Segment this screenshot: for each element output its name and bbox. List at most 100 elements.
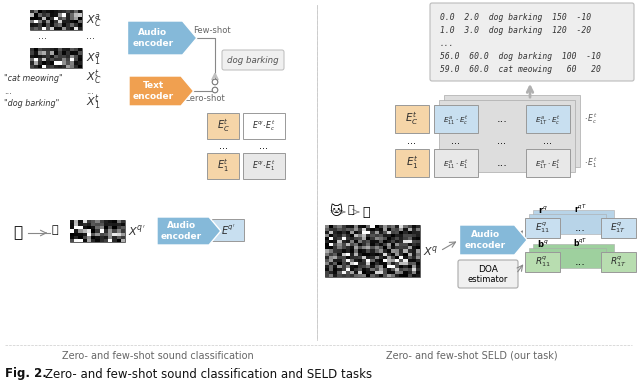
Text: Zero-shot: Zero-shot xyxy=(185,94,226,102)
FancyBboxPatch shape xyxy=(83,229,87,232)
FancyBboxPatch shape xyxy=(366,274,371,277)
FancyBboxPatch shape xyxy=(100,220,104,223)
FancyBboxPatch shape xyxy=(391,234,395,237)
FancyBboxPatch shape xyxy=(341,249,346,252)
FancyBboxPatch shape xyxy=(350,237,354,240)
FancyBboxPatch shape xyxy=(346,262,350,265)
FancyBboxPatch shape xyxy=(379,271,383,274)
FancyBboxPatch shape xyxy=(30,20,34,24)
Text: ...: ... xyxy=(575,257,586,267)
FancyBboxPatch shape xyxy=(412,271,416,274)
Text: ...: ... xyxy=(86,31,95,41)
FancyBboxPatch shape xyxy=(366,231,371,234)
FancyBboxPatch shape xyxy=(354,225,358,228)
FancyBboxPatch shape xyxy=(34,65,38,68)
Text: $\mathbf{b}^q$: $\mathbf{b}^q$ xyxy=(537,238,548,249)
FancyBboxPatch shape xyxy=(117,236,121,239)
FancyBboxPatch shape xyxy=(379,247,383,249)
FancyBboxPatch shape xyxy=(66,10,70,13)
FancyBboxPatch shape xyxy=(412,231,416,234)
FancyBboxPatch shape xyxy=(30,13,34,17)
FancyBboxPatch shape xyxy=(412,256,416,259)
FancyBboxPatch shape xyxy=(66,61,70,65)
Text: $E^{q\prime}\!\cdot\!E_1^t$: $E^{q\prime}\!\cdot\!E_1^t$ xyxy=(253,158,276,173)
FancyBboxPatch shape xyxy=(74,61,78,65)
FancyBboxPatch shape xyxy=(50,27,54,30)
FancyBboxPatch shape xyxy=(78,54,82,58)
Text: 🎤: 🎤 xyxy=(348,205,355,215)
FancyBboxPatch shape xyxy=(70,51,74,54)
FancyBboxPatch shape xyxy=(87,220,91,223)
FancyBboxPatch shape xyxy=(338,247,341,249)
FancyBboxPatch shape xyxy=(78,239,83,242)
FancyBboxPatch shape xyxy=(399,274,403,277)
FancyBboxPatch shape xyxy=(338,265,341,268)
FancyBboxPatch shape xyxy=(325,252,329,256)
FancyBboxPatch shape xyxy=(83,223,87,226)
FancyBboxPatch shape xyxy=(78,232,83,236)
FancyBboxPatch shape xyxy=(78,51,82,54)
FancyBboxPatch shape xyxy=(416,249,420,252)
FancyBboxPatch shape xyxy=(34,13,38,17)
FancyBboxPatch shape xyxy=(50,24,54,27)
FancyBboxPatch shape xyxy=(366,268,371,271)
FancyBboxPatch shape xyxy=(434,149,478,177)
FancyBboxPatch shape xyxy=(387,256,391,259)
FancyBboxPatch shape xyxy=(391,247,395,249)
FancyBboxPatch shape xyxy=(42,27,46,30)
FancyBboxPatch shape xyxy=(333,259,338,262)
FancyBboxPatch shape xyxy=(408,256,412,259)
FancyBboxPatch shape xyxy=(78,20,82,24)
FancyBboxPatch shape xyxy=(391,240,395,243)
FancyBboxPatch shape xyxy=(362,228,366,231)
FancyBboxPatch shape xyxy=(408,271,412,274)
FancyBboxPatch shape xyxy=(333,237,338,240)
FancyBboxPatch shape xyxy=(112,220,117,223)
FancyBboxPatch shape xyxy=(354,237,358,240)
FancyBboxPatch shape xyxy=(91,229,96,232)
FancyBboxPatch shape xyxy=(333,228,338,231)
FancyBboxPatch shape xyxy=(329,249,333,252)
FancyBboxPatch shape xyxy=(350,247,354,249)
FancyBboxPatch shape xyxy=(371,268,375,271)
FancyBboxPatch shape xyxy=(354,262,358,265)
FancyBboxPatch shape xyxy=(58,17,62,20)
FancyBboxPatch shape xyxy=(325,271,329,274)
FancyBboxPatch shape xyxy=(362,247,366,249)
Text: dog barking: dog barking xyxy=(227,56,279,65)
FancyBboxPatch shape xyxy=(358,228,362,231)
FancyBboxPatch shape xyxy=(379,234,383,237)
FancyBboxPatch shape xyxy=(83,220,87,223)
FancyBboxPatch shape xyxy=(70,226,74,229)
FancyBboxPatch shape xyxy=(62,17,66,20)
FancyBboxPatch shape xyxy=(403,262,408,265)
FancyBboxPatch shape xyxy=(354,256,358,259)
Text: $\mathbf{r}^q$: $\mathbf{r}^q$ xyxy=(538,203,547,214)
FancyBboxPatch shape xyxy=(395,259,399,262)
FancyBboxPatch shape xyxy=(333,247,338,249)
FancyBboxPatch shape xyxy=(366,247,371,249)
FancyBboxPatch shape xyxy=(366,237,371,240)
FancyBboxPatch shape xyxy=(358,231,362,234)
FancyBboxPatch shape xyxy=(329,256,333,259)
FancyBboxPatch shape xyxy=(375,240,379,243)
FancyBboxPatch shape xyxy=(395,228,399,231)
FancyBboxPatch shape xyxy=(70,65,74,68)
FancyBboxPatch shape xyxy=(38,24,42,27)
FancyBboxPatch shape xyxy=(78,13,82,17)
FancyBboxPatch shape xyxy=(362,237,366,240)
FancyBboxPatch shape xyxy=(78,236,83,239)
Text: $E_{1T}^a\cdot E_c^t$: $E_{1T}^a\cdot E_c^t$ xyxy=(535,113,561,125)
FancyBboxPatch shape xyxy=(78,226,83,229)
FancyBboxPatch shape xyxy=(408,252,412,256)
FancyBboxPatch shape xyxy=(62,54,66,58)
FancyBboxPatch shape xyxy=(83,236,87,239)
FancyBboxPatch shape xyxy=(42,65,46,68)
FancyBboxPatch shape xyxy=(358,256,362,259)
Text: 🐱: 🐱 xyxy=(330,205,343,218)
FancyBboxPatch shape xyxy=(387,259,391,262)
FancyBboxPatch shape xyxy=(408,274,412,277)
FancyBboxPatch shape xyxy=(341,247,346,249)
FancyBboxPatch shape xyxy=(529,214,606,234)
FancyBboxPatch shape xyxy=(341,228,346,231)
